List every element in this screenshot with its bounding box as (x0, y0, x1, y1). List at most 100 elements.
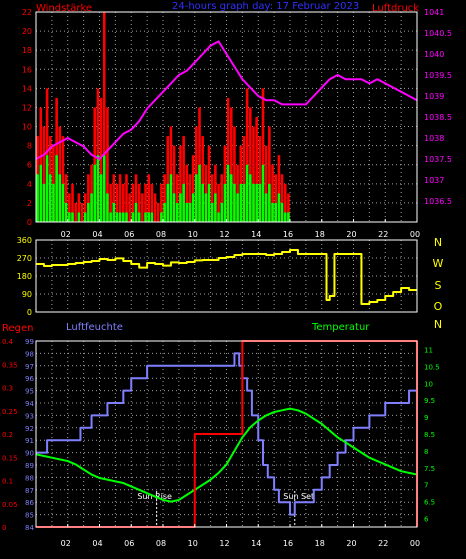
wind-average-bar (55, 155, 58, 222)
wind-average-bar (239, 183, 243, 222)
y-tick-label-pressure: 1037 (424, 176, 444, 185)
wind-gust-bar (160, 183, 163, 222)
wind-average-bar (223, 183, 227, 222)
wind-gust-bar (71, 183, 74, 222)
wind-gust-bar (122, 183, 125, 222)
wind-average-bar (106, 193, 109, 222)
wind-average-bar (277, 193, 281, 222)
y-tick-label-wind: 4 (27, 180, 32, 189)
y-tick-label-pressure: 1038.5 (424, 113, 452, 122)
wind-average-bar (236, 193, 239, 222)
x-tick-label: 20 (346, 539, 356, 548)
y-tick-label-temperature: 9 (424, 414, 428, 422)
pressure-line (35, 40, 418, 160)
wind-gust-bar (125, 174, 128, 222)
y-tick-label-temperature: 8 (424, 448, 428, 456)
sunset-label: Sun Set (283, 492, 314, 501)
wind-gust-bar (131, 183, 135, 222)
wind-average-bar (252, 183, 255, 222)
wind-gust-bar (182, 136, 185, 222)
y-tick-label-humidity: 98 (25, 350, 34, 358)
wind-gust-bar (233, 126, 236, 222)
y-tick-label-pressure: 1041 (424, 8, 444, 17)
wind-average-bar (166, 183, 170, 222)
wind-strength-label: Windstärke (36, 3, 92, 14)
wind-gust-bar (163, 174, 166, 222)
wind-average-bar (115, 212, 119, 222)
wind-average-bar (233, 183, 236, 222)
wind-gust-bar (242, 136, 246, 222)
y-tick-label-humidity: 97 (25, 363, 34, 371)
wind-gust-bar (77, 193, 81, 222)
wind-gust-bar (141, 193, 144, 222)
x-tick-label: 08 (156, 230, 166, 239)
wind-average-bar (249, 174, 252, 222)
x-tick-label: 04 (92, 230, 102, 239)
wind-average-bar (99, 174, 103, 222)
y-tick-label-pressure: 1039.5 (424, 71, 452, 80)
x-tick-label: 00 (410, 539, 420, 548)
y-tick-label-wind: 18 (22, 46, 32, 55)
wind-average-bar (125, 212, 128, 222)
x-tick-label: 14 (251, 230, 261, 239)
wind-average-bar (77, 212, 81, 222)
wind-average-bar (122, 212, 125, 222)
chart-title: 24-hours graph day: 17 Februar 2023 (172, 1, 359, 12)
x-tick-label: 22 (378, 230, 388, 239)
wind-average-bar (191, 193, 195, 222)
wind-gust-bar (102, 12, 106, 222)
compass-letter: N (434, 318, 442, 331)
wind-average-bar (87, 202, 90, 222)
wind-gust-bar (99, 97, 103, 222)
x-tick-label: 10 (188, 539, 198, 548)
y-tick-label-humidity: 96 (25, 375, 34, 383)
wind-average-bar (210, 202, 214, 222)
compass-letter: S (435, 279, 442, 292)
y-tick-label-humidity: 84 (25, 524, 34, 532)
wind-average-bar (264, 193, 268, 222)
rain-humidity-temperature-panel: Sun Rise Sun Set00.050.10.150.20.250.30.3… (2, 338, 440, 548)
wind-average-bar (112, 202, 116, 222)
y-tick-label-rain: 0.25 (2, 408, 18, 416)
wind-average-bar (42, 183, 46, 222)
y-tick-label-wind: 6 (27, 161, 32, 170)
wind-average-bar (172, 193, 176, 222)
wind-gust-bar (210, 174, 214, 222)
wind-gust-bar (201, 136, 204, 222)
wind-average-bar (147, 212, 150, 222)
x-tick-label: 06 (124, 539, 134, 548)
wind-average-bar (185, 202, 189, 222)
y-tick-label-wind: 20 (22, 27, 32, 36)
wind-average-bar (83, 212, 87, 222)
x-tick-label: 02 (61, 539, 71, 548)
compass-letter: O (434, 300, 443, 313)
x-tick-label: 12 (219, 539, 229, 548)
wind-average-bar (49, 174, 52, 222)
y-tick-label-temperature: 11 (424, 346, 433, 354)
y-tick-label-humidity: 95 (25, 388, 34, 396)
y-tick-label-wind: 14 (22, 84, 32, 93)
x-tick-label: 04 (92, 539, 102, 548)
y-tick-label-pressure: 1040 (424, 50, 444, 59)
wind-gust-bar (245, 88, 249, 222)
wind-gust-bar (261, 88, 265, 222)
panel-frame (35, 239, 418, 313)
y-tick-label-temperature: 7.5 (424, 465, 435, 473)
x-tick-label: 10 (188, 230, 198, 239)
wind-gust-bar (137, 183, 141, 222)
wind-average-bar (160, 212, 163, 222)
y-tick-label-wind: 12 (22, 103, 32, 112)
wind-direction-panel: 0 90 180 270 360 (17, 236, 418, 317)
y-tick-label-wind: 16 (22, 65, 32, 74)
rain-label: Regen (2, 323, 34, 334)
x-tick-label: 18 (315, 230, 325, 239)
y-tick-label-direction: 90 (22, 290, 32, 299)
wind-average-bar (268, 183, 271, 222)
y-tick-label-humidity: 99 (25, 338, 34, 346)
y-tick-label-temperature: 6.5 (424, 499, 435, 507)
y-tick-label-wind: 2 (27, 199, 32, 208)
wind-gust-bar (255, 117, 258, 222)
y-tick-label-humidity: 87 (25, 487, 34, 495)
y-tick-label-rain: 0.15 (2, 454, 18, 462)
